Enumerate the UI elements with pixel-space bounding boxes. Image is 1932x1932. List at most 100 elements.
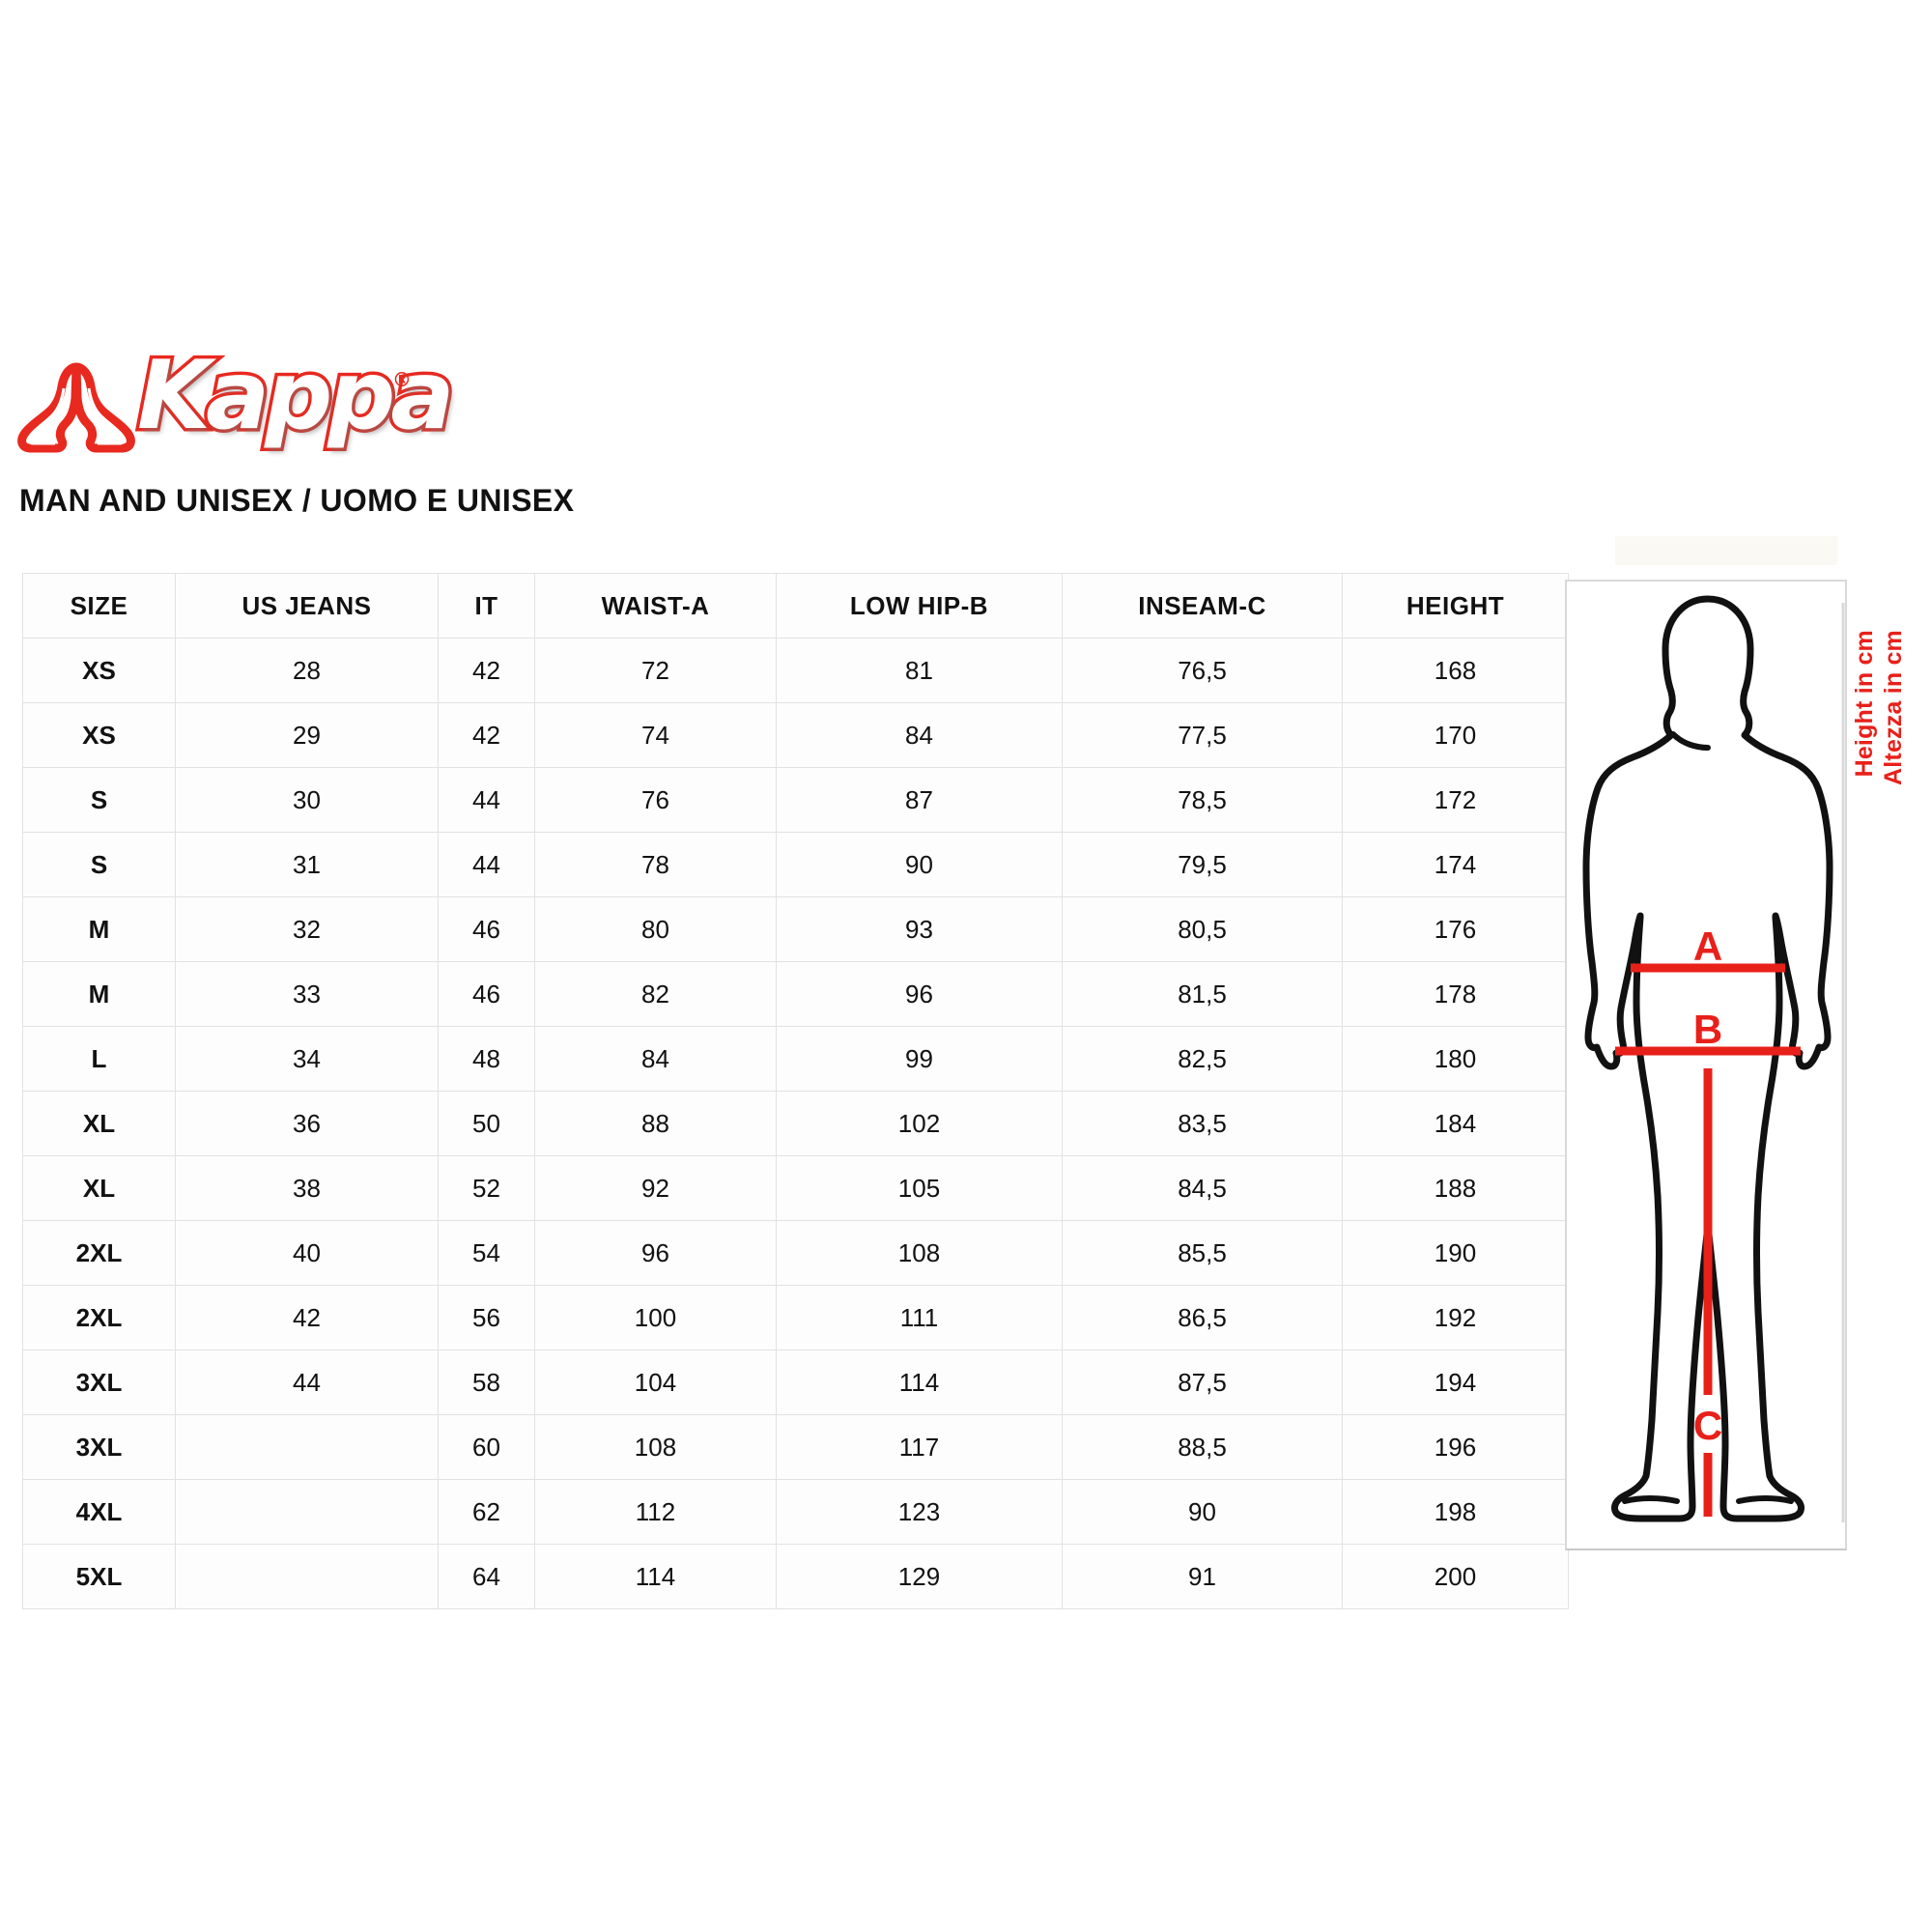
table-cell: 99 (776, 1026, 1063, 1092)
table-row: XL 38 52 92 105 84,5 188 (22, 1155, 1569, 1221)
table-row: M 32 46 80 93 80,5 176 (22, 896, 1569, 962)
table-row: L 34 48 84 99 82,5 180 (22, 1026, 1569, 1092)
table-row: 3XL 44 58 104 114 87,5 194 (22, 1350, 1569, 1415)
size-label-cell: S (22, 767, 176, 833)
table-cell: 79,5 (1062, 832, 1343, 897)
table-cell (175, 1479, 439, 1545)
table-cell (175, 1414, 439, 1480)
size-label-cell: 3XL (22, 1350, 176, 1415)
size-label-cell: XL (22, 1155, 176, 1221)
table-cell: 77,5 (1062, 702, 1343, 768)
table-cell: 198 (1342, 1479, 1569, 1545)
body-measurement-figure: A B C Height in cm Altezza in cm (1565, 541, 1915, 1570)
table-header-row: SIZE US JEANS IT WAIST-A LOW HIP-B INSEAM-C HE… (22, 573, 1569, 639)
table-cell: 178 (1342, 961, 1569, 1027)
table-cell: 46 (438, 961, 535, 1027)
size-label-cell: 2XL (22, 1220, 176, 1286)
svg-text:B: B (1693, 1007, 1722, 1052)
table-row: M 33 46 82 96 81,5 178 (22, 961, 1569, 1027)
table-cell: 117 (776, 1414, 1063, 1480)
size-label-cell: S (22, 832, 176, 897)
table-cell: 170 (1342, 702, 1569, 768)
table-cell: 76,5 (1062, 638, 1343, 703)
table-row: XS 28 42 72 81 76,5 168 (22, 638, 1569, 703)
table-row: 2XL 42 56 100 111 86,5 192 (22, 1285, 1569, 1350)
table-cell: 60 (438, 1414, 535, 1480)
table-cell: 80 (534, 896, 777, 962)
svg-text:A: A (1693, 923, 1722, 969)
table-cell: 74 (534, 702, 777, 768)
table-cell: 96 (534, 1220, 777, 1286)
table-cell: 102 (776, 1091, 1063, 1156)
table-cell: 188 (1342, 1155, 1569, 1221)
kappa-omini-icon (17, 362, 135, 453)
table-cell: 42 (438, 702, 535, 768)
table-body: XS 28 42 72 81 76,5 168 XS 29 42 74 84 77,5 170 S 30 44 7… (22, 638, 1569, 1609)
table-cell: 87,5 (1062, 1350, 1343, 1415)
table-cell: 196 (1342, 1414, 1569, 1480)
table-row: 5XL 64 114 129 91 200 (22, 1544, 1569, 1609)
table-cell: 180 (1342, 1026, 1569, 1092)
svg-text:C: C (1693, 1403, 1722, 1448)
table-cell: 46 (438, 896, 535, 962)
size-label-cell: XL (22, 1091, 176, 1156)
table-cell: 112 (534, 1479, 777, 1545)
table-cell: 129 (776, 1544, 1063, 1609)
table-cell: 78 (534, 832, 777, 897)
table-cell: 93 (776, 896, 1063, 962)
table-header-cell: US JEANS (175, 573, 439, 639)
decorative-panel-shade (1615, 536, 1837, 565)
table-cell: 78,5 (1062, 767, 1343, 833)
table-cell: 88,5 (1062, 1414, 1343, 1480)
size-label-cell: 2XL (22, 1285, 176, 1350)
table-cell: 111 (776, 1285, 1063, 1350)
table-cell: 44 (438, 767, 535, 833)
table-cell: 105 (776, 1155, 1063, 1221)
table-cell: 81,5 (1062, 961, 1343, 1027)
table-cell: 52 (438, 1155, 535, 1221)
table-row: 4XL 62 112 123 90 198 (22, 1479, 1569, 1545)
table-cell: 88 (534, 1091, 777, 1156)
table-cell: 80,5 (1062, 896, 1343, 962)
table-cell: 87 (776, 767, 1063, 833)
table-row: 3XL 60 108 117 88,5 196 (22, 1414, 1569, 1480)
size-label-cell: XS (22, 702, 176, 768)
table-header-cell: LOW HIP-B (776, 573, 1063, 639)
table-cell: 48 (438, 1026, 535, 1092)
size-label-cell: M (22, 961, 176, 1027)
size-label-cell: 5XL (22, 1544, 176, 1609)
table-cell: 91 (1062, 1544, 1343, 1609)
table-cell: 44 (438, 832, 535, 897)
table-cell: 85,5 (1062, 1220, 1343, 1286)
table-cell: 83,5 (1062, 1091, 1343, 1156)
table-cell: 29 (175, 702, 439, 768)
table-cell: 82 (534, 961, 777, 1027)
table-cell: 72 (534, 638, 777, 703)
size-label-cell: 4XL (22, 1479, 176, 1545)
table-cell: 108 (776, 1220, 1063, 1286)
table-cell: 90 (776, 832, 1063, 897)
table-cell: 62 (438, 1479, 535, 1545)
table-cell: 76 (534, 767, 777, 833)
size-label-cell: L (22, 1026, 176, 1092)
table-cell: 54 (438, 1220, 535, 1286)
height-label-italian: Altezza in cm (1880, 630, 1907, 785)
table-cell: 64 (438, 1544, 535, 1609)
size-label-cell: XS (22, 638, 176, 703)
table-cell: 176 (1342, 896, 1569, 962)
table-header-cell: SIZE (22, 573, 176, 639)
table-cell: 82,5 (1062, 1026, 1343, 1092)
table-cell: 32 (175, 896, 439, 962)
size-label-cell: M (22, 896, 176, 962)
table-cell: 90 (1062, 1479, 1343, 1545)
table-cell: 100 (534, 1285, 777, 1350)
table-row: XS 29 42 74 84 77,5 170 (22, 702, 1569, 768)
table-row: 2XL 40 54 96 108 85,5 190 (22, 1220, 1569, 1286)
kappa-logo: Kappa ® (14, 346, 458, 469)
table-cell: 28 (175, 638, 439, 703)
table-cell: 81 (776, 638, 1063, 703)
table-row: S 31 44 78 90 79,5 174 (22, 832, 1569, 897)
kappa-wordmark: Kappa (134, 341, 458, 451)
registered-mark: ® (392, 368, 412, 391)
table-cell: 58 (438, 1350, 535, 1415)
